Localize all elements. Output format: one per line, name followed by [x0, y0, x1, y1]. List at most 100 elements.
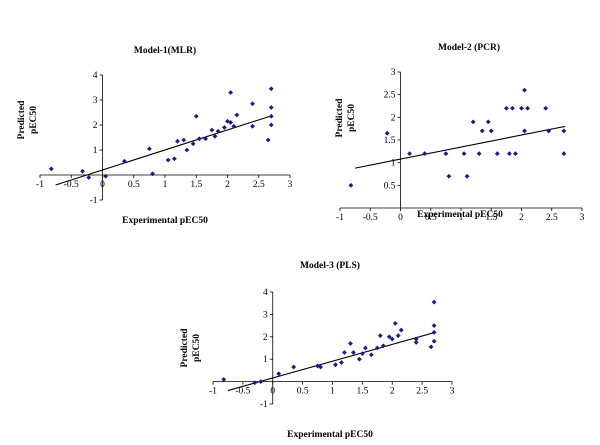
data-point	[359, 351, 365, 356]
y-tick-label: 1.5	[384, 136, 396, 146]
x-axis-label: Experimental pEC50	[417, 210, 503, 220]
data-point	[446, 173, 452, 179]
x-tick-label: 2.5	[416, 387, 428, 397]
chart-title: Model-3 (PLS)	[300, 260, 360, 271]
data-point	[121, 158, 127, 164]
y-tick-label: -1	[260, 400, 268, 410]
chart-title: Model-2 (PCR)	[438, 42, 500, 53]
data-point	[413, 336, 419, 342]
data-point	[392, 320, 398, 326]
x-tick-label: 2	[225, 180, 230, 190]
data-point	[209, 127, 215, 133]
data-point	[181, 137, 187, 143]
y-tick-label: 3	[263, 310, 268, 320]
data-point	[510, 105, 515, 111]
data-point	[268, 86, 274, 92]
chart-model-2-pcr: Model-2 (PCR) -1 -0.5 0 0.5 1 1.5 2 2.5 3 0.5 1 1.5 2…	[335, 42, 585, 223]
data-point	[389, 336, 395, 342]
y-tick-label: 4	[263, 288, 268, 298]
x-tick-label: 3	[580, 213, 585, 223]
data-point	[146, 146, 152, 152]
data-point	[351, 350, 356, 355]
x-tick-label: 1	[163, 180, 168, 190]
data-point	[422, 151, 428, 156]
data-point	[464, 173, 470, 179]
data-point	[519, 105, 524, 111]
x-tick-label: 1.5	[485, 213, 497, 223]
x-tick-label: -1	[209, 387, 217, 397]
y-tick-label: 2	[263, 333, 268, 343]
data-point	[377, 333, 383, 339]
data-point	[384, 130, 390, 136]
x-tick-label: 2	[519, 213, 524, 223]
data-point	[339, 360, 344, 365]
regression-line	[227, 331, 436, 392]
data-point	[268, 122, 274, 128]
data-point	[398, 327, 404, 333]
data-point	[221, 376, 227, 382]
regression-line	[55, 114, 273, 186]
data-point	[443, 151, 449, 156]
data-point	[380, 343, 386, 349]
y-axis-label: Predicted pEC50	[180, 328, 202, 368]
y-axis-label-line: pEC50	[29, 106, 39, 134]
data-point	[228, 90, 234, 95]
data-point	[395, 333, 401, 339]
data-point	[250, 101, 255, 107]
x-tick-label: -0.5	[363, 213, 378, 223]
y-tick-label: 3	[391, 68, 396, 78]
x-tick-label: 0.5	[425, 213, 437, 223]
data-point	[503, 105, 509, 111]
y-tick-label: 2	[391, 113, 396, 123]
x-axis-label: Experimental pEC50	[122, 216, 208, 226]
data-point	[488, 128, 494, 134]
data-point	[86, 175, 92, 180]
data-point	[386, 334, 392, 340]
data-point	[221, 125, 227, 130]
data-point	[80, 168, 85, 174]
x-tick-label: 0	[270, 387, 275, 397]
y-axis-label-line: Predicted	[180, 328, 190, 368]
y-axis-label-line: pEC50	[192, 334, 202, 362]
data-point	[175, 138, 180, 144]
x-tick-label: 0.5	[128, 180, 140, 190]
data-point	[374, 345, 380, 351]
data-point	[215, 128, 221, 134]
y-axis-label: Predicted pEC50	[335, 98, 357, 138]
data-point	[196, 136, 202, 142]
x-tick-label: 1.5	[190, 180, 202, 190]
data-point	[461, 151, 467, 156]
data-point	[212, 133, 218, 139]
y-tick-label: 1	[391, 159, 396, 169]
y-axis-label: Predicted pEC50	[17, 100, 39, 140]
data-point	[265, 137, 271, 143]
y-tick-label: 1	[93, 146, 98, 156]
data-point	[413, 340, 419, 345]
chart-model-3-pls: Model-3 (PLS) -1 -0.5 0 0.5 1 1.5 2 2.5 3 -1 1 2 3 4 Ex…	[180, 260, 455, 440]
x-tick-label: 0.5	[297, 387, 309, 397]
data-point	[522, 128, 527, 134]
data-point	[231, 123, 237, 129]
x-tick-label: 0	[398, 213, 403, 223]
data-point	[525, 105, 530, 111]
data-point	[250, 123, 255, 129]
data-point	[333, 362, 338, 368]
x-tick-label: 1.5	[356, 387, 368, 397]
data-point	[431, 329, 437, 335]
data-point	[48, 166, 54, 172]
x-tick-label: 3	[288, 180, 293, 190]
data-point	[150, 171, 155, 177]
x-tick-label: 1	[459, 213, 464, 223]
x-tick-label: -0.5	[235, 387, 250, 397]
data-point	[543, 105, 549, 111]
data-point	[348, 341, 353, 346]
data-point	[479, 128, 485, 134]
data-point	[485, 119, 491, 125]
data-point	[470, 119, 476, 125]
x-tick-label: 2.5	[546, 213, 558, 223]
data-point	[291, 364, 297, 370]
y-tick-label: 4	[93, 71, 98, 81]
y-axis-label-line: Predicted	[335, 98, 345, 138]
data-point	[431, 323, 437, 328]
